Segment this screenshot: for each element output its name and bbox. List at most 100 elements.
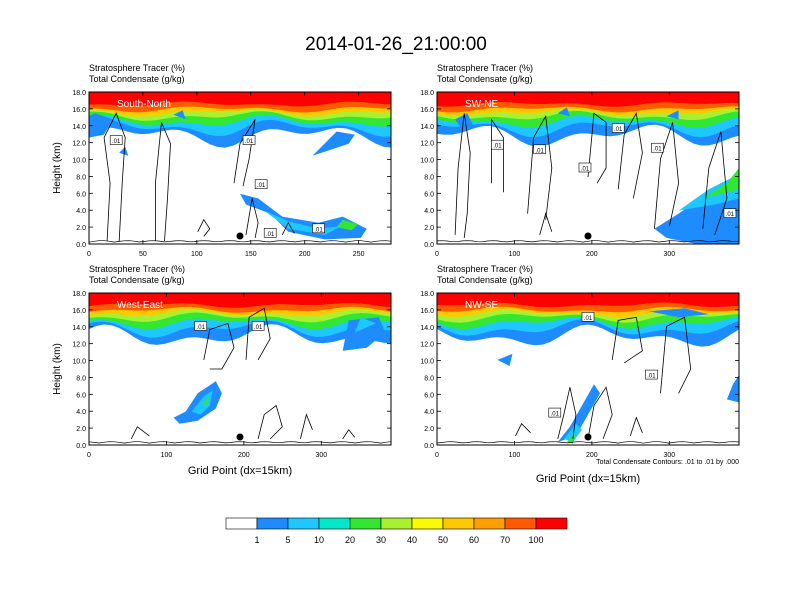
surface-contour	[437, 240, 739, 243]
contour-label: .01	[312, 223, 325, 234]
contour-label-box	[723, 208, 737, 218]
colorbar-label: 10	[314, 535, 324, 545]
colorbar-swatch	[256, 517, 289, 530]
colorbar-label: 40	[407, 535, 417, 545]
panel-label: South-North	[117, 99, 171, 110]
y-tick-label: 0.0	[76, 443, 86, 450]
condensate-contour	[660, 316, 692, 394]
plot-area: .01 .01 .01 .01 .01 .01 SW-NE 0.0 2.0 4.0 6.0 8.0 10…	[420, 90, 740, 258]
tracer-region	[648, 308, 709, 318]
plot-fill: .01 .01 .01 .01 .01	[89, 92, 391, 244]
x-tick-label: 150	[245, 251, 257, 258]
panel-header-line1: Stratosphere Tracer (%)	[89, 264, 185, 274]
y-tick-label: 14.0	[420, 124, 434, 131]
condensate-contour	[527, 115, 553, 220]
contour-label-text: .01	[551, 412, 560, 418]
contour-label-text: .01	[581, 167, 590, 173]
contour-label-text: .01	[245, 139, 254, 145]
colorbar-swatch	[504, 517, 537, 530]
y-tick-label: 8.0	[76, 375, 86, 382]
y-tick-label: 10.0	[420, 359, 434, 366]
y-tick-label: 4.0	[424, 208, 434, 215]
x-tick-label: 100	[191, 251, 203, 258]
colorbar-swatch	[287, 517, 320, 530]
colorbar-label: 1	[254, 535, 259, 545]
tracer-region	[563, 423, 582, 442]
plot-frame	[88, 91, 392, 245]
y-tick-label: 8.0	[424, 174, 434, 181]
x-tick-label: 200	[586, 452, 598, 459]
x-tick-label: 0	[87, 251, 91, 258]
x-tick-label: 0	[435, 251, 439, 258]
condensate-contour	[245, 307, 271, 361]
panel-header-line2: Total Condensate (g/kg)	[437, 74, 533, 84]
figure-title: 2014-01-26_21:00:00	[305, 34, 487, 55]
location-marker	[236, 232, 244, 240]
location-marker	[236, 433, 244, 441]
y-tick-label: 0.0	[424, 242, 434, 249]
x-tick-label: 200	[586, 251, 598, 258]
contour-label-text: .01	[726, 212, 735, 218]
condensate-contour	[617, 112, 643, 199]
x-tick-label: 300	[663, 452, 675, 459]
colorbar-swatch	[411, 517, 444, 530]
contour-label-box	[312, 223, 325, 234]
tracer-region	[203, 396, 210, 406]
x-tick-label: 100	[161, 452, 173, 459]
tracer-region	[89, 113, 114, 138]
contour-label: .01	[578, 162, 592, 173]
colorbar-label: 20	[345, 535, 355, 545]
condensate-contour	[539, 212, 553, 236]
plot-frame	[436, 292, 740, 446]
x-tick-label: 0	[435, 452, 439, 459]
contour-label: .01	[723, 208, 737, 218]
y-tick-label: 16.0	[72, 107, 86, 114]
panel-west-east: Stratosphere Tracer (%) Total Condensate…	[52, 264, 392, 477]
x-tick-label: 100	[509, 251, 521, 258]
plot-area: .01 .01 .01 NW-SE 0.0 2.0 4.0 6.0 8.0 10.0 12.0 14.…	[420, 291, 740, 459]
y-tick-label: 10.0	[72, 158, 86, 165]
contour-label: .01	[242, 135, 256, 145]
contour-label-box	[651, 142, 664, 153]
y-tick-label: 2.0	[424, 225, 434, 232]
contour-label-box	[109, 135, 123, 145]
x-tick-label: 200	[299, 251, 311, 258]
condensate-contour	[197, 218, 211, 237]
condensate-contour	[491, 118, 504, 193]
tracer-region	[726, 375, 739, 403]
x-tick-label: 300	[315, 452, 327, 459]
tracer-region	[557, 384, 601, 442]
panel-header-line1: Stratosphere Tracer (%)	[89, 63, 185, 73]
colorbar-label: 60	[469, 535, 479, 545]
x-tick-label: 50	[139, 251, 147, 258]
contour-label: .01	[263, 228, 277, 238]
x-tick-label: 300	[663, 251, 675, 258]
panel-header-line2: Total Condensate (g/kg)	[437, 275, 533, 285]
plot-fill: .01 .01 .01 .01 .01 .01	[437, 92, 739, 244]
y-tick-label: 2.0	[76, 225, 86, 232]
tracer-region	[702, 168, 739, 199]
y-tick-label: 8.0	[424, 375, 434, 382]
contour-label-box	[548, 407, 562, 418]
colorbar: 1 5 10 20 30 40 50 60 70 100	[225, 517, 568, 545]
contour-label: .01	[645, 369, 658, 380]
tracer-region	[354, 317, 376, 333]
tracer-region	[191, 390, 213, 415]
y-tick-label: 14.0	[72, 325, 86, 332]
contour-label-text: .01	[314, 227, 323, 233]
tracer-region	[173, 381, 222, 424]
condensate-contour	[629, 416, 643, 437]
y-tick-label: 0.0	[76, 242, 86, 249]
y-tick-label: 12.0	[420, 141, 434, 148]
y-tick-label: 14.0	[420, 325, 434, 332]
plot-frame	[88, 292, 392, 446]
tracer-region	[119, 146, 129, 156]
condensate-contour	[103, 112, 126, 242]
tracer-region	[678, 174, 739, 211]
panel-header-line1: Stratosphere Tracer (%)	[437, 264, 533, 274]
panel-south-north: Stratosphere Tracer (%) Total Condensate…	[52, 63, 392, 258]
y-tick-label: 18.0	[72, 291, 86, 298]
condensate-contour	[454, 113, 471, 238]
surface-contour	[89, 240, 391, 243]
tracer-region	[312, 131, 355, 156]
